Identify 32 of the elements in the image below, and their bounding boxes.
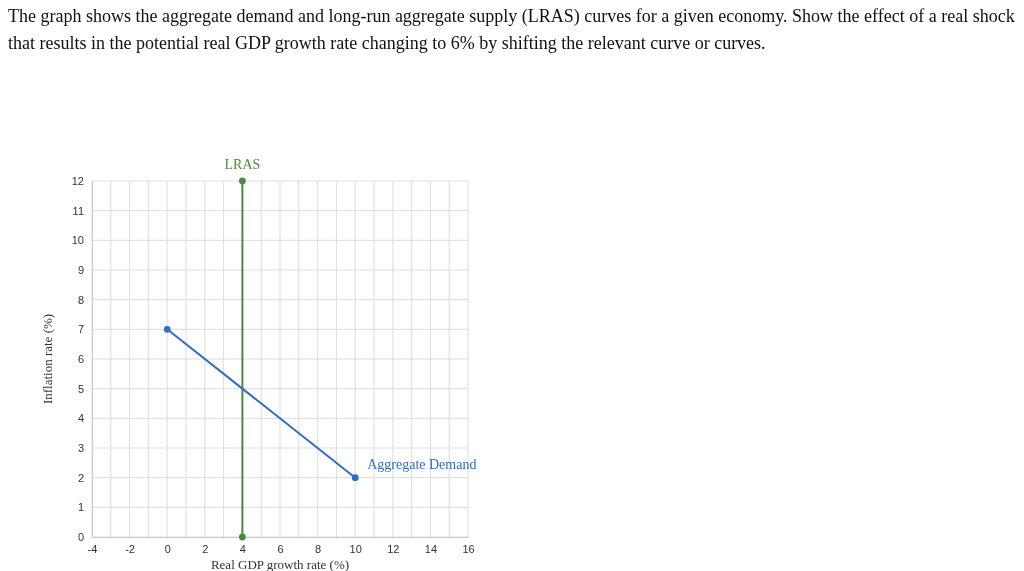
y-tick-label: 11 xyxy=(72,204,84,217)
point xyxy=(239,177,246,185)
y-tick-label: 2 xyxy=(77,471,84,484)
y-tick-label: 8 xyxy=(77,293,84,306)
x-tick-label: 16 xyxy=(462,542,475,555)
series-label: LRAS xyxy=(224,157,261,172)
x-tick-label: -2 xyxy=(125,542,135,555)
y-tick-label: 12 xyxy=(71,175,84,188)
y-tick-label: 6 xyxy=(77,353,84,366)
y-tick-label: 0 xyxy=(77,531,84,544)
x-tick-label: 6 xyxy=(277,542,284,555)
x-tick-label: 4 xyxy=(239,542,246,555)
text: The graph shows the aggregate demand and long-run aggregate supply (LRAS) curves for a given economy. Show the effect of a real shock that results in the potential real GDP growth rate changing to 6% by shifting the relevant curve or curves. xyxy=(8,5,1016,55)
y-tick-label: 5 xyxy=(77,382,84,395)
y-tick-label: 3 xyxy=(77,442,84,455)
x-tick-label: 0 xyxy=(164,542,171,555)
x-tick-label: 10 xyxy=(349,542,362,555)
x-tick-label: 12 xyxy=(387,542,400,555)
y-tick-label: 9 xyxy=(77,264,84,277)
x-tick-label: 14 xyxy=(424,542,438,555)
x-axis-title: Real GDP growth rate (%) xyxy=(210,557,350,571)
x-tick-label: 8 xyxy=(315,542,322,555)
series-label: Aggregate Demand xyxy=(367,456,477,472)
x-tick-label: -4 xyxy=(87,542,98,555)
point xyxy=(163,325,171,333)
y-tick-label: 4 xyxy=(77,412,84,425)
x-tick-label: 2 xyxy=(202,542,209,555)
y-tick-label: 1 xyxy=(77,501,84,514)
y-tick-label: 7 xyxy=(77,323,84,336)
y-tick-label: 10 xyxy=(71,234,84,247)
y-axis-title: Inflation rate (%) xyxy=(40,313,55,405)
point xyxy=(351,474,359,482)
